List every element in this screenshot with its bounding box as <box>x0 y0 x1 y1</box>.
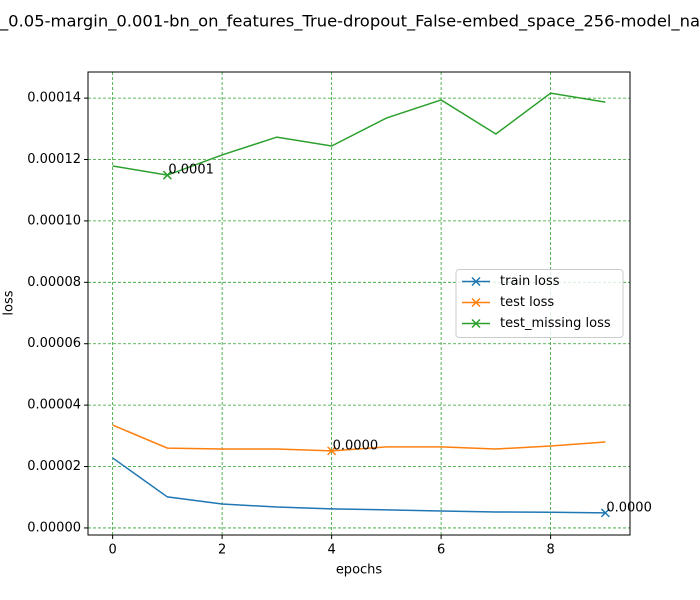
value-label: 0.0001 <box>168 163 214 178</box>
y-tick-label: 0.00004 <box>27 398 81 413</box>
y-tick-label: 0.00012 <box>27 152 81 167</box>
value-label: 0.0000 <box>333 438 379 453</box>
y-tick-label: 0.00000 <box>27 520 81 535</box>
line <box>112 92 606 176</box>
legend-marker <box>471 297 481 308</box>
legend-label: test loss <box>500 295 554 310</box>
x-tick-label: 6 <box>437 543 445 558</box>
y-axis-label: loss <box>2 290 17 315</box>
y-tick-label: 0.00014 <box>27 91 81 106</box>
min-marker <box>600 508 610 518</box>
y-tick-label: 0.00006 <box>27 336 81 351</box>
legend-label: test_missing loss <box>500 316 611 331</box>
y-tick-label: 0.00010 <box>27 213 81 228</box>
value-label: 0.0000 <box>606 500 652 515</box>
x-tick-label: 8 <box>546 543 554 558</box>
x-axis-label: epochs <box>336 563 383 578</box>
legend-box <box>455 269 624 338</box>
plot-frame <box>87 71 631 536</box>
min-marker <box>327 446 337 456</box>
legend-label: train loss <box>500 274 560 289</box>
x-tick-label: 0 <box>108 543 116 558</box>
legend-marker <box>471 318 481 329</box>
min-marker <box>162 170 172 180</box>
x-tick-label: 4 <box>327 543 335 558</box>
chart-title: _0.05-margin_0.001-bn_on_features_True-d… <box>0 12 700 32</box>
x-tick-label: 2 <box>218 543 226 558</box>
y-tick-label: 0.00008 <box>27 275 81 290</box>
y-tick-label: 0.00002 <box>27 459 81 474</box>
line <box>112 457 606 514</box>
legend-marker <box>471 276 481 287</box>
line <box>112 424 606 452</box>
